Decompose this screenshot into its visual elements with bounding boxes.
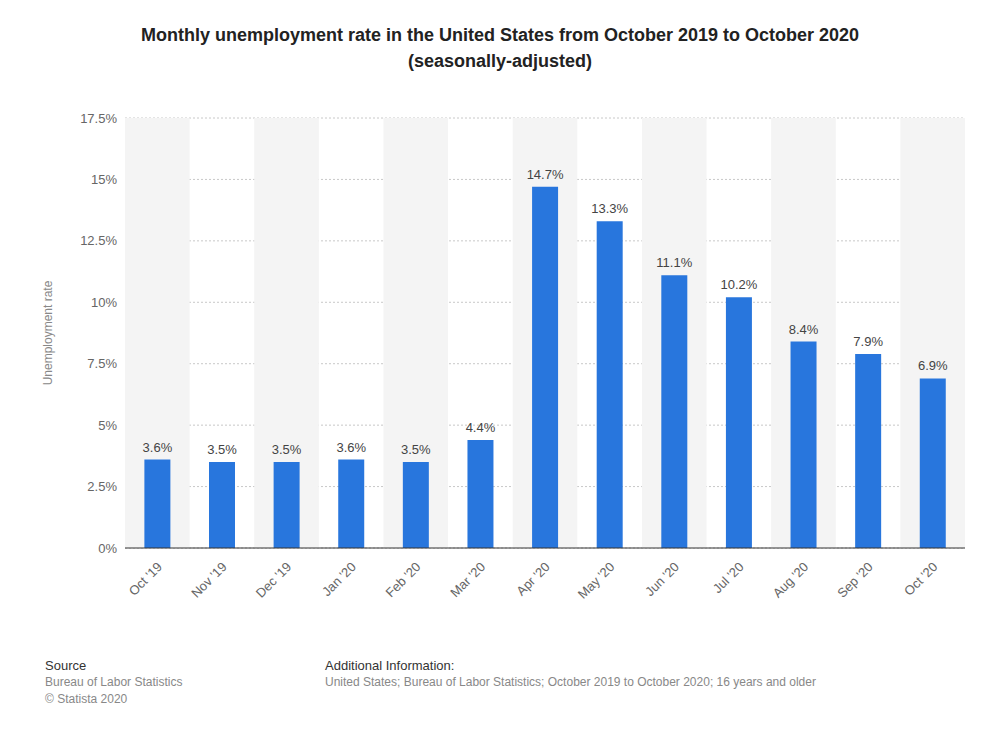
- html-text:(seasonally-adjusted): (seasonally-adjusted): [408, 51, 592, 71]
- svg-text:Nov '19: Nov '19: [188, 559, 229, 600]
- svg-text:Jul '20: Jul '20: [710, 559, 747, 596]
- svg-text:3.5%: 3.5%: [272, 442, 302, 457]
- svg-text:Oct '20: Oct '20: [901, 559, 940, 598]
- svg-text:2.5%: 2.5%: [87, 479, 117, 494]
- svg-text:Feb '20: Feb '20: [383, 559, 424, 600]
- svg-text:11.1%: 11.1%: [656, 255, 692, 270]
- svg-text:Mar '20: Mar '20: [447, 559, 488, 600]
- svg-text:8.4%: 8.4%: [789, 322, 819, 337]
- svg-text:Jun '20: Jun '20: [642, 559, 682, 599]
- svg-text:7.9%: 7.9%: [853, 334, 883, 349]
- svg-text:10.2%: 10.2%: [720, 277, 757, 292]
- html-text:Monthly unemployment rate in t: Monthly unemployment rate in the United …: [140, 25, 860, 45]
- html-text:Bureau of Labor Statistics: Bureau of Labor Statistics: [45, 675, 183, 689]
- svg-text:May '20: May '20: [575, 559, 618, 602]
- svg-text:13.3%: 13.3%: [591, 201, 628, 216]
- svg-text:Dec '19: Dec '19: [253, 559, 294, 600]
- svg-text:3.5%: 3.5%: [401, 442, 431, 457]
- svg-text:0%: 0%: [98, 541, 117, 556]
- svg-text:3.5%: 3.5%: [207, 442, 237, 457]
- svg-text:Aug '20: Aug '20: [770, 559, 811, 600]
- svg-text:4.4%: 4.4%: [466, 420, 496, 435]
- svg-text:12.5%: 12.5%: [80, 233, 117, 248]
- svg-text:5%: 5%: [98, 418, 117, 433]
- svg-text:6.9%: 6.9%: [918, 358, 948, 373]
- svg-text:15%: 15%: [91, 172, 117, 187]
- svg-text:Unemployment rate: Unemployment rate: [41, 280, 55, 385]
- html-text:Source: Source: [45, 658, 87, 673]
- svg-text:7.5%: 7.5%: [87, 356, 117, 371]
- svg-text:Apr '20: Apr '20: [513, 559, 552, 598]
- svg-text:3.6%: 3.6%: [336, 440, 366, 455]
- svg-text:3.6%: 3.6%: [143, 440, 173, 455]
- html-text:© Statista 2020: © Statista 2020: [45, 692, 128, 706]
- svg-text:10%: 10%: [91, 295, 117, 310]
- html-text:Additional Information:: Additional Information:: [325, 658, 455, 673]
- svg-text:Jan '20: Jan '20: [319, 559, 359, 599]
- html-text:United States; Bureau of Labor: United States; Bureau of Labor Statistic…: [325, 675, 816, 689]
- svg-text:14.7%: 14.7%: [527, 167, 564, 182]
- svg-text:Sep '20: Sep '20: [834, 559, 875, 600]
- svg-text:17.5%: 17.5%: [80, 111, 117, 126]
- svg-text:Oct '19: Oct '19: [126, 559, 165, 598]
